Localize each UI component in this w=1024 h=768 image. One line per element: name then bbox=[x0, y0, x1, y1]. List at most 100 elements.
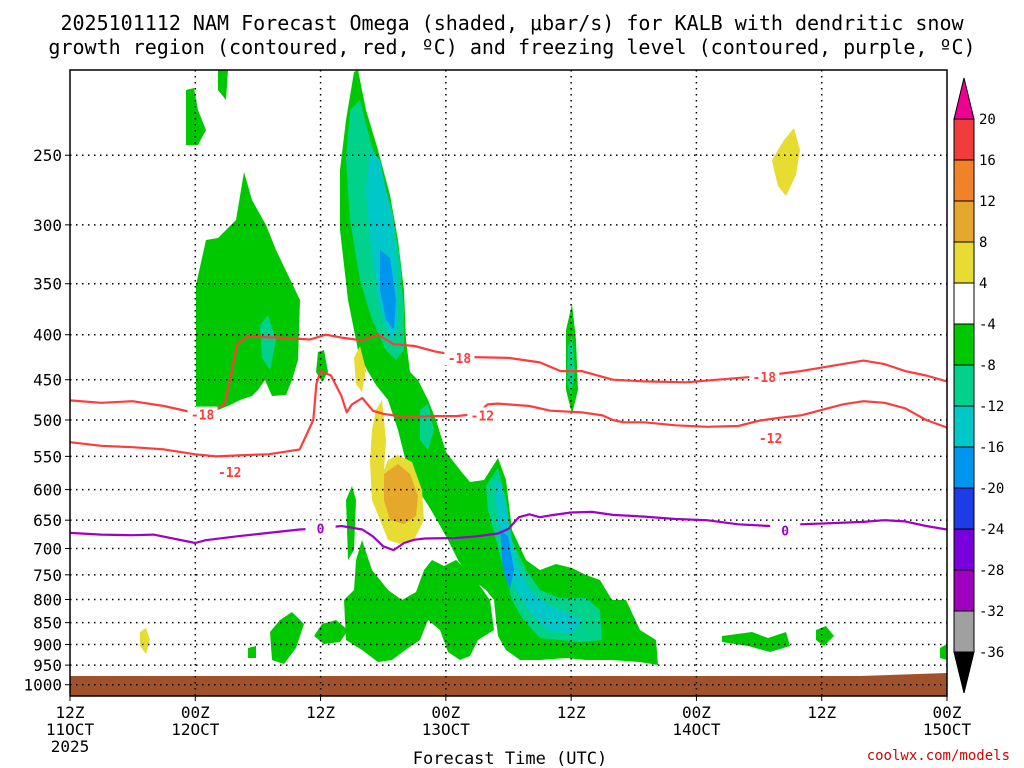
colorbar-bin bbox=[953, 241, 975, 284]
contour-label-background bbox=[467, 407, 498, 423]
omega-shading bbox=[140, 70, 947, 665]
contour-label: -18 bbox=[448, 352, 472, 367]
contour-line bbox=[70, 333, 947, 415]
colorbar-tick-label: -24 bbox=[979, 522, 1004, 538]
y-tick-label: 300 bbox=[33, 216, 62, 235]
y-tick-label: 400 bbox=[33, 326, 62, 345]
y-tick-label: 700 bbox=[33, 539, 62, 558]
colorbar-arrow-top bbox=[953, 77, 975, 120]
y-axis: 250 300 350 400 450 500 550 600 650 700 750 800 850 9… bbox=[23, 146, 70, 695]
colorbar-tick-label: 8 bbox=[979, 235, 987, 251]
contour-label-background bbox=[755, 429, 786, 445]
contour-label: -18 bbox=[753, 371, 777, 386]
colorbar-tick-label: -8 bbox=[979, 358, 996, 374]
x-tick-label: 00Z bbox=[431, 703, 460, 722]
y-tick-label: 800 bbox=[33, 590, 62, 609]
omega-green-region bbox=[314, 620, 348, 644]
x-tick-label: 12Z bbox=[306, 703, 335, 722]
plot-area: -18 -18 -18 -12 -12 -12 0 0 bbox=[70, 70, 947, 696]
colorbar-bin bbox=[953, 159, 975, 202]
colorbar-bin bbox=[953, 405, 975, 448]
colorbar-tick-label: 20 bbox=[979, 112, 996, 128]
colorbar-tick-label: 4 bbox=[979, 276, 987, 292]
x-tick-label: 12Z bbox=[807, 703, 836, 722]
omega-green-region bbox=[344, 540, 494, 662]
omega-orange-region bbox=[384, 464, 418, 524]
x-tick-label: 11OCT bbox=[46, 720, 95, 739]
colorbar-bin bbox=[953, 569, 975, 612]
x-tick-label: 14OCT bbox=[672, 720, 721, 739]
y-tick-label: 850 bbox=[33, 614, 62, 633]
colorbar: 20 16 12 8 4 -4 -8 -12 -16 -20 -24 -28 -32 -36 bbox=[953, 77, 1004, 694]
x-tick-label: 00Z bbox=[181, 703, 210, 722]
colorbar-tick-label: -4 bbox=[979, 317, 996, 333]
colorbar-bin bbox=[953, 528, 975, 571]
colorbar-tick-label: 16 bbox=[979, 153, 996, 169]
contour-label: 0 bbox=[781, 525, 789, 540]
omega-green-region bbox=[940, 644, 947, 660]
y-tick-label: 950 bbox=[33, 656, 62, 675]
x-tick-label: 13OCT bbox=[422, 720, 471, 739]
y-tick-label: 350 bbox=[33, 275, 62, 294]
omega-green-region bbox=[340, 70, 658, 665]
contour-label-background bbox=[444, 349, 475, 365]
contour-label-background bbox=[770, 522, 801, 538]
colorbar-bin bbox=[953, 364, 975, 407]
omega-teal-region bbox=[260, 315, 276, 370]
omega-blue-region bbox=[500, 530, 514, 590]
chart-title-line-1: 2025101112 NAM Forecast Omega (shaded, μ… bbox=[60, 11, 964, 35]
omega-teal-region bbox=[567, 336, 575, 396]
omega-green-region bbox=[186, 88, 206, 145]
credit-link[interactable]: coolwx.com/models bbox=[867, 748, 1010, 764]
y-tick-label: 250 bbox=[33, 146, 62, 165]
y-tick-label: 1000 bbox=[23, 676, 62, 695]
omega-yellow-region bbox=[140, 628, 150, 654]
colorbar-tick-label: 12 bbox=[979, 194, 996, 210]
omega-teal-region bbox=[486, 468, 602, 642]
colorbar-bin bbox=[953, 323, 975, 366]
colorbar-tick-label: -36 bbox=[979, 645, 1004, 661]
colorbar-bin bbox=[953, 487, 975, 530]
x-tick-label: 15OCT bbox=[923, 720, 972, 739]
x-tick-label: 12Z bbox=[56, 703, 85, 722]
contour-label: -12 bbox=[471, 409, 494, 424]
contours: -18 -18 -18 -12 -12 -12 0 0 bbox=[70, 333, 947, 552]
contour-label: -12 bbox=[759, 432, 782, 447]
omega-green-region bbox=[218, 70, 228, 100]
x-axis-label: Forecast Time (UTC) bbox=[413, 749, 607, 768]
x-tick-label: 00Z bbox=[682, 703, 711, 722]
gridlines bbox=[70, 70, 947, 696]
omega-yellow-region bbox=[354, 346, 366, 392]
x-tick-label: 2025 bbox=[51, 737, 90, 756]
omega-green-region bbox=[248, 646, 256, 658]
colorbar-bin bbox=[953, 610, 975, 653]
y-tick-label: 900 bbox=[33, 635, 62, 654]
y-tick-label: 650 bbox=[33, 511, 62, 530]
colorbar-bin bbox=[953, 118, 975, 161]
contour-label: -18 bbox=[191, 409, 215, 424]
omega-yellow-region bbox=[772, 128, 800, 196]
x-tick-label: 12OCT bbox=[171, 720, 220, 739]
omega-blue-region bbox=[380, 250, 396, 330]
colorbar-tick-label: -32 bbox=[979, 604, 1004, 620]
contour-label: 0 bbox=[317, 522, 325, 537]
omega-green-region bbox=[722, 632, 790, 652]
y-tick-label: 600 bbox=[33, 481, 62, 500]
plot-frame bbox=[69, 69, 948, 697]
omega-green-region bbox=[816, 626, 834, 646]
omega-green-region bbox=[196, 172, 300, 418]
colorbar-tick-label: -12 bbox=[979, 399, 1004, 415]
contour-label-background bbox=[214, 464, 245, 480]
contour-label-background bbox=[187, 406, 218, 422]
omega-green-region bbox=[270, 612, 304, 664]
colorbar-bin bbox=[953, 200, 975, 243]
colorbar-bin bbox=[953, 282, 975, 325]
y-tick-label: 500 bbox=[33, 411, 62, 430]
chart-title-line-2: growth region (contoured, red, ºC) and f… bbox=[48, 35, 975, 59]
contour-label: -12 bbox=[218, 466, 241, 481]
x-tick-label: 00Z bbox=[933, 703, 962, 722]
y-tick-label: 450 bbox=[33, 371, 62, 390]
colorbar-tick-label: -16 bbox=[979, 440, 1004, 456]
